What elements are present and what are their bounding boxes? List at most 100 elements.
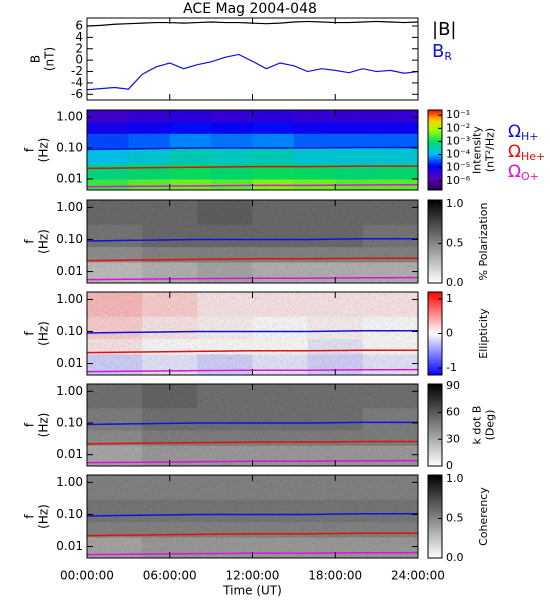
y-tick-label: 1.00 (56, 384, 83, 398)
y-tick-label: -6 (71, 87, 83, 101)
x-tick-label: 24:00:00 (391, 569, 445, 583)
y-tick-label: 0.10 (56, 507, 83, 521)
x-tick-label: 18:00:00 (308, 569, 362, 583)
texture (87, 200, 418, 283)
legend-subscript: O+ (521, 170, 539, 183)
y-axis-label: B (29, 55, 43, 63)
x-tick-label: 00:00:00 (60, 569, 114, 583)
colorbar-label: (Deg) (484, 410, 497, 441)
colorbar-tick-label: 0.0 (446, 276, 464, 289)
gyrofrequency-line (86, 440, 418, 445)
legend-subscript: R (444, 50, 452, 63)
data-line (86, 53, 419, 91)
y-tick-label: 6 (75, 18, 83, 32)
colorbar-tick-label: 0 (446, 459, 453, 472)
y-tick-label: 0.10 (56, 141, 83, 155)
colorbar-label: (nT²/Hz) (484, 128, 497, 172)
texture (87, 475, 418, 558)
legend-name: Ω (508, 142, 521, 162)
y-tick-label: 4 (75, 30, 83, 44)
colorbar-label: Intensity (471, 126, 484, 174)
y-tick-label: 0.01 (56, 264, 83, 278)
y-axis-label: f (23, 514, 37, 519)
legend-name: Ω (508, 122, 521, 142)
y-tick-label: 0 (75, 53, 83, 67)
y-tick-label: 0.10 (56, 232, 83, 246)
legend-name: |B| (432, 19, 456, 40)
colorbar (427, 199, 443, 284)
y-axis-label: (Hz) (37, 504, 51, 529)
gyrofrequency-line (86, 238, 418, 242)
colorbar-tick-label: 1 (446, 292, 453, 305)
colorbar-tick-label: 30 (446, 432, 460, 445)
y-tick-label: 0.10 (56, 324, 83, 338)
y-axis-label: f (23, 422, 37, 427)
y-tick-label: -2 (71, 64, 83, 78)
colorbar (427, 383, 443, 467)
y-tick-label: 0.01 (56, 356, 83, 370)
colorbar-tick-label: 10⁻¹ (446, 108, 470, 121)
colorbar-label: k dot B (471, 406, 484, 445)
y-tick-label: 1.00 (56, 110, 83, 124)
legend-name: Ω (508, 162, 521, 182)
texture (87, 110, 418, 190)
gyrofrequency-line (86, 257, 418, 262)
x-axis-label: Time (UT) (222, 584, 282, 598)
colorbar-tick-label: 10⁻² (446, 121, 470, 134)
colorbar-label: Coherency (477, 487, 490, 546)
colorbar (427, 474, 443, 559)
legend-label: ΩO+ (508, 162, 539, 183)
y-tick-label: 1.00 (56, 292, 83, 306)
colorbar-tick-label: 10⁻³ (446, 134, 470, 147)
legend-label: |B| (432, 19, 456, 40)
y-axis-label: f (23, 239, 37, 244)
gyrofrequency-line (86, 330, 418, 334)
texture (87, 384, 418, 466)
gyrofrequency-line (86, 513, 418, 517)
legend-subscript: He+ (521, 150, 545, 163)
y-tick-label: 0.01 (56, 539, 83, 553)
chart-title: ACE Mag 2004-048 (183, 1, 317, 17)
gyrofrequency-line (86, 165, 418, 170)
legend-label: ΩHe+ (508, 142, 545, 163)
legend-name: B (432, 41, 444, 62)
y-tick-label: 0.01 (56, 447, 83, 461)
colorbar-tick-label: 10⁻⁶ (446, 174, 471, 187)
y-axis-label: f (23, 147, 37, 152)
plot-frame (86, 17, 419, 101)
legend-label: BR (432, 41, 452, 63)
x-tick-label: 12:00:00 (226, 569, 280, 583)
y-tick-label: 2 (75, 41, 83, 55)
gyrofrequency-line (86, 349, 418, 354)
y-tick-label: 1.00 (56, 475, 83, 489)
legend-label: ΩH+ (508, 122, 539, 143)
colorbar-label: % Polarization (477, 203, 490, 281)
y-axis-label: (nT) (43, 47, 57, 71)
colorbar-tick-label: 10⁻⁴ (446, 148, 471, 161)
texture (87, 292, 418, 375)
colorbar-label: Ellipticity (477, 308, 490, 359)
colorbar-tick-label: 0.0 (446, 551, 464, 564)
colorbar-tick-label: 0 (446, 327, 453, 340)
y-tick-label: 0.01 (56, 171, 83, 185)
y-tick-label: 0.10 (56, 416, 83, 430)
colorbar-tick-label: 0.5 (446, 511, 464, 524)
legend-subscript: H+ (521, 130, 539, 143)
gyrofrequency-line (86, 146, 418, 151)
colorbar-tick-label: 1.0 (446, 197, 464, 210)
x-tick-label: 06:00:00 (143, 569, 197, 583)
y-axis-label: (Hz) (37, 321, 51, 346)
colorbar-tick-label: 90 (446, 379, 460, 392)
colorbar-tick-label: 0.5 (446, 236, 464, 249)
colorbar-tick-label: 1.0 (446, 472, 464, 485)
y-tick-label: -4 (71, 75, 83, 89)
colorbar-tick-label: 10⁻⁵ (446, 161, 470, 174)
colorbar-tick-label: -1 (446, 361, 457, 374)
colorbar-tick-label: 60 (446, 406, 460, 419)
y-axis-label: (Hz) (37, 138, 51, 163)
y-axis-label: (Hz) (37, 413, 51, 438)
colorbar (427, 109, 443, 191)
y-axis-label: (Hz) (37, 229, 51, 254)
y-tick-label: 1.00 (56, 200, 83, 214)
